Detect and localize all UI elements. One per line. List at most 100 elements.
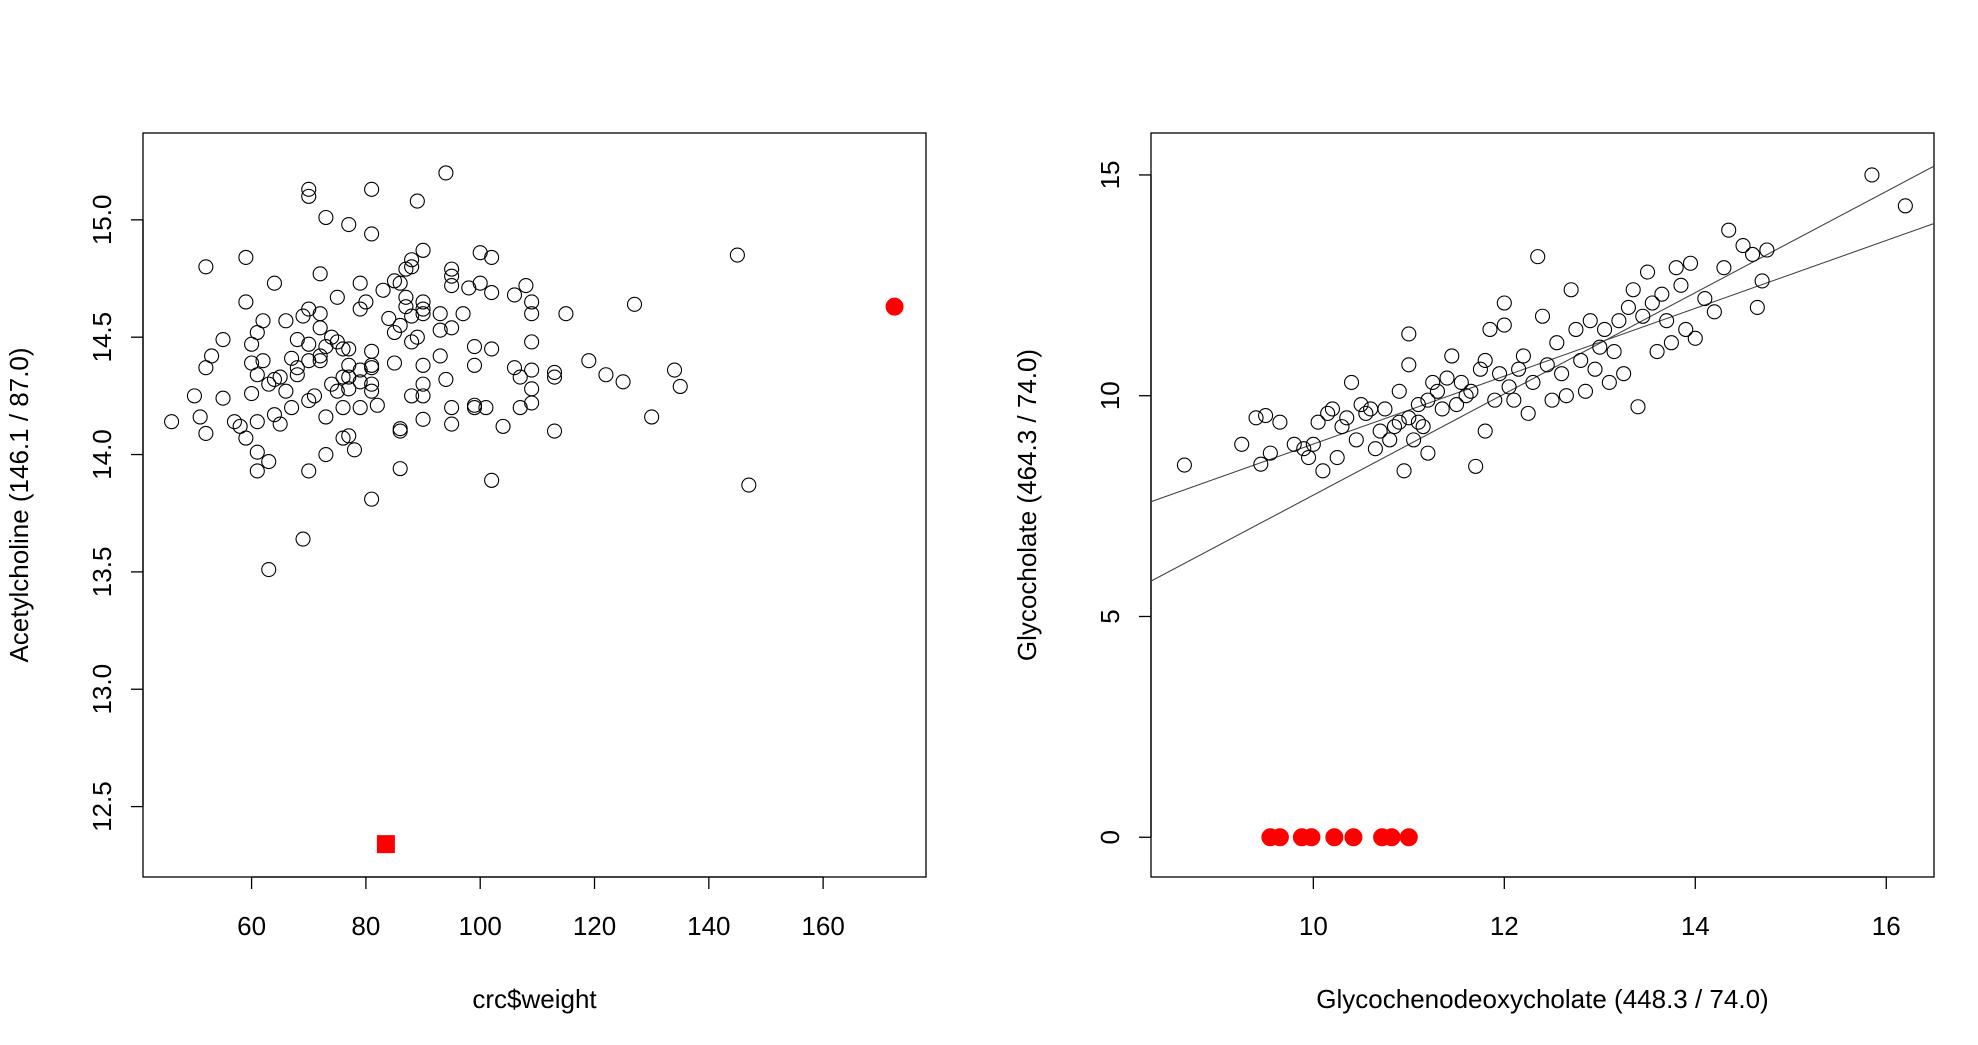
- right-data-point: [1487, 392, 1503, 408]
- right-data-point: [1468, 458, 1484, 474]
- left-data-point: [215, 331, 231, 348]
- left-data-point: [272, 369, 288, 385]
- right-data-point: [1248, 410, 1264, 426]
- right-data-point: [1286, 436, 1302, 452]
- left-data-point: [432, 322, 448, 338]
- left-data-point: [392, 421, 408, 437]
- left-data-point: [284, 350, 300, 366]
- left-data-point: [352, 400, 368, 416]
- left-highlight-square-point: [376, 835, 395, 854]
- right-data-point: [1721, 222, 1737, 238]
- right-scatter-panel: 10 12 14 16 0 5 10 15 Glycochenodeoxycholate (44…: [1012, 132, 1935, 1014]
- left-data-point: [432, 348, 448, 364]
- right-y-axis-title: Glycocholate (464.3 / 74.0): [1012, 349, 1042, 661]
- left-data-point: [289, 367, 305, 383]
- right-data-point: [1391, 383, 1407, 399]
- left-data-point: [198, 259, 214, 275]
- left-data-point: [312, 348, 328, 364]
- left-data-point: [301, 463, 317, 479]
- right-data-point: [1296, 441, 1312, 457]
- left-data-point: [415, 306, 431, 322]
- left-y-tick-label: 13.0: [87, 664, 117, 715]
- left-data-point: [329, 289, 345, 305]
- left-data-point: [415, 357, 431, 373]
- right-data-point: [1377, 401, 1393, 417]
- right-data-point: [1410, 414, 1426, 430]
- left-y-tick-label: 13.5: [87, 547, 117, 598]
- left-data-point: [558, 306, 574, 322]
- left-data-point: [438, 371, 454, 387]
- left-data-point: [318, 209, 334, 226]
- left-data-point: [615, 374, 631, 390]
- left-data-point: [666, 362, 683, 378]
- right-data-point: [1310, 414, 1326, 430]
- right-data-point: [1620, 299, 1636, 315]
- right-data-point: [1410, 396, 1426, 413]
- left-data-point: [484, 285, 500, 301]
- left-data-point: [398, 289, 414, 305]
- left-x-tick-label: 60: [237, 911, 266, 941]
- right-data-point: [1549, 335, 1565, 351]
- left-plot-frame: [142, 132, 927, 878]
- left-data-point: [312, 353, 328, 369]
- left-data-point: [364, 181, 380, 197]
- left-data-point: [352, 275, 368, 291]
- right-data-point: [1606, 344, 1622, 360]
- left-data-point: [466, 357, 483, 373]
- left-data-point: [312, 266, 328, 282]
- right-data-point: [1697, 291, 1713, 307]
- right-data-point: [1639, 264, 1656, 280]
- left-data-point: [278, 313, 294, 329]
- left-data-point: [312, 306, 328, 322]
- right-data-point: [1687, 330, 1703, 346]
- left-data-point: [546, 364, 563, 380]
- left-data-point: [409, 329, 425, 345]
- right-data-point: [1577, 383, 1594, 399]
- left-data-point: [301, 188, 317, 204]
- right-data-point: [1334, 419, 1350, 435]
- left-data-point: [466, 397, 483, 413]
- right-fit-line: [1151, 222, 1934, 503]
- right-data-point: [1534, 308, 1551, 324]
- right-data-point: [1587, 361, 1603, 377]
- left-data-point: [335, 400, 351, 416]
- right-data-point: [1601, 374, 1617, 391]
- right-data-point: [1258, 408, 1274, 424]
- left-data-point: [672, 378, 688, 395]
- left-data-point: [266, 407, 283, 423]
- left-data-point: [495, 418, 511, 434]
- left-data-point: [164, 414, 180, 430]
- left-data-point: [741, 477, 757, 493]
- left-data-point: [226, 414, 242, 430]
- left-x-tick-label: 120: [573, 911, 616, 941]
- right-data-point: [1525, 374, 1541, 391]
- right-data-point: [1745, 246, 1761, 262]
- right-data-point: [1234, 436, 1250, 452]
- right-data-point: [1343, 374, 1360, 391]
- right-data-point: [1262, 445, 1278, 461]
- left-data-point: [249, 367, 265, 383]
- left-data-point: [341, 341, 357, 357]
- left-data-point: [524, 362, 540, 378]
- right-data-point: [1301, 449, 1317, 466]
- left-data-point: [404, 252, 420, 268]
- left-data-point: [524, 334, 540, 350]
- left-data-point: [192, 409, 208, 425]
- left-data-point: [238, 249, 254, 265]
- right-data-point: [1682, 255, 1699, 271]
- right-data-point: [1253, 456, 1269, 472]
- left-y-axis-title: Acetylcholine (146.1 / 87.0): [4, 347, 34, 662]
- right-data-point: [1716, 260, 1732, 276]
- right-data-point: [1415, 419, 1431, 435]
- left-data-point: [249, 414, 265, 430]
- left-data-point: [512, 369, 528, 385]
- left-data-point: [581, 353, 597, 369]
- right-data-point: [1630, 399, 1646, 415]
- left-data-point: [295, 531, 311, 547]
- left-data-point: [524, 306, 540, 322]
- left-data-point: [352, 374, 368, 390]
- left-data-point: [392, 275, 408, 291]
- left-data-point: [324, 329, 340, 345]
- left-data-point: [301, 336, 317, 352]
